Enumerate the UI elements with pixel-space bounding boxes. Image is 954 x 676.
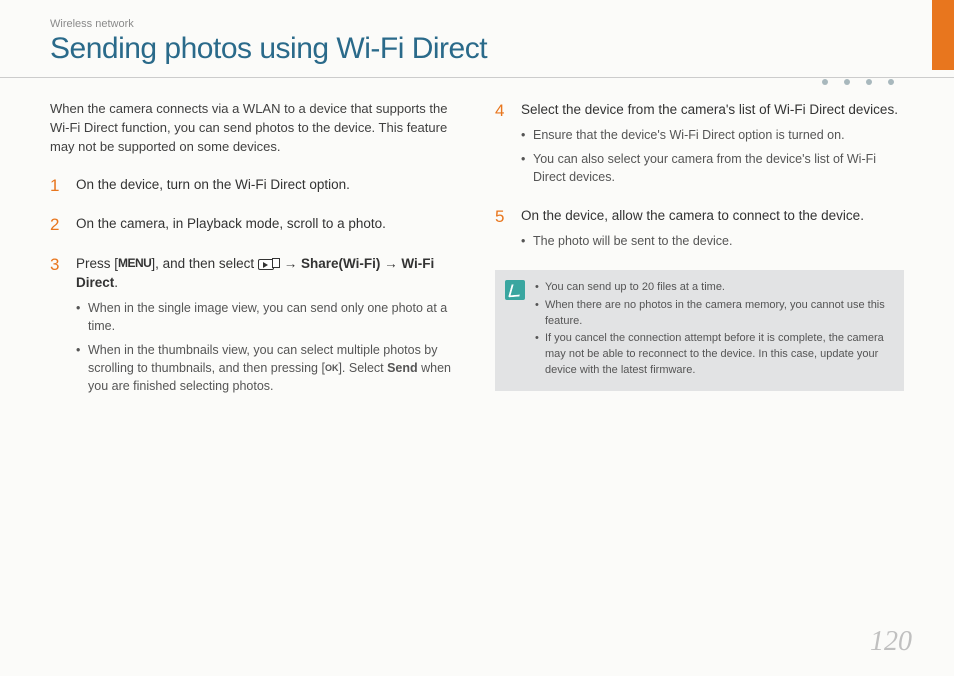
note-box: You can send up to 20 files at a time. W… [495,270,904,392]
step-1: 1 On the device, turn on the Wi-Fi Direc… [50,175,459,201]
note-list: You can send up to 20 files at a time. W… [535,280,892,382]
note-item: If you cancel the connection attempt bef… [535,331,892,379]
step-3: 3 Press [MENU], and then select → Share(… [50,254,459,402]
text: ], and then select [151,256,258,271]
right-column: 4 Select the device from the camera's li… [495,100,904,415]
text: . [114,275,118,290]
step-bullets: When in the single image view, you can s… [76,299,459,396]
intro-paragraph: When the camera connects via a WLAN to a… [50,100,459,157]
page-title: Sending photos using Wi-Fi Direct [50,32,904,66]
arrow: → [380,256,401,271]
bullet-item: When in the thumbnails view, you can sel… [76,341,459,395]
step-body: On the device, turn on the Wi-Fi Direct … [76,175,459,201]
breadcrumb: Wireless network [50,18,904,30]
menu-button-icon: MENU [118,255,151,272]
ok-button-icon: OK [325,364,339,373]
bullet-item: You can also select your camera from the… [521,150,904,186]
step-number: 4 [495,100,521,192]
bullet-item: Ensure that the device's Wi-Fi Direct op… [521,126,904,144]
note-item: You can send up to 20 files at a time. [535,280,892,296]
bullet-item: The photo will be sent to the device. [521,232,904,250]
arrow: → [280,256,301,271]
step-title: On the device, allow the camera to conne… [521,206,904,226]
step-number: 2 [50,214,76,240]
content-area: When the camera connects via a WLAN to a… [0,82,954,415]
step-body: On the camera, in Playback mode, scroll … [76,214,459,240]
overlay-icon [272,258,280,268]
share-label: Share(Wi-Fi) [301,256,380,271]
section-tab-marker [932,0,954,70]
step-number: 1 [50,175,76,201]
step-2: 2 On the camera, in Playback mode, scrol… [50,214,459,240]
note-item: When there are no photos in the camera m… [535,298,892,330]
step-4: 4 Select the device from the camera's li… [495,100,904,192]
step-5: 5 On the device, allow the camera to con… [495,206,904,256]
step-body: Select the device from the camera's list… [521,100,904,192]
bullet-item: When in the single image view, you can s… [76,299,459,335]
step-number: 5 [495,206,521,256]
step-title: Press [MENU], and then select → Share(Wi… [76,254,459,293]
header-divider [0,77,954,78]
step-body: On the device, allow the camera to conne… [521,206,904,256]
step-title: Select the device from the camera's list… [521,100,904,120]
step-number: 3 [50,254,76,402]
step-body: Press [MENU], and then select → Share(Wi… [76,254,459,402]
page-header: Wireless network Sending photos using Wi… [0,0,954,82]
page-number: 120 [870,626,912,658]
step-bullets: Ensure that the device's Wi-Fi Direct op… [521,126,904,186]
text: Press [ [76,256,118,271]
step-title: On the device, turn on the Wi-Fi Direct … [76,175,459,195]
header-dots-decoration [822,79,894,85]
note-icon [505,280,525,300]
send-label: Send [387,361,418,375]
step-title: On the camera, in Playback mode, scroll … [76,214,459,234]
left-column: When the camera connects via a WLAN to a… [50,100,459,415]
text: ]. Select [338,361,387,375]
step-bullets: The photo will be sent to the device. [521,232,904,250]
